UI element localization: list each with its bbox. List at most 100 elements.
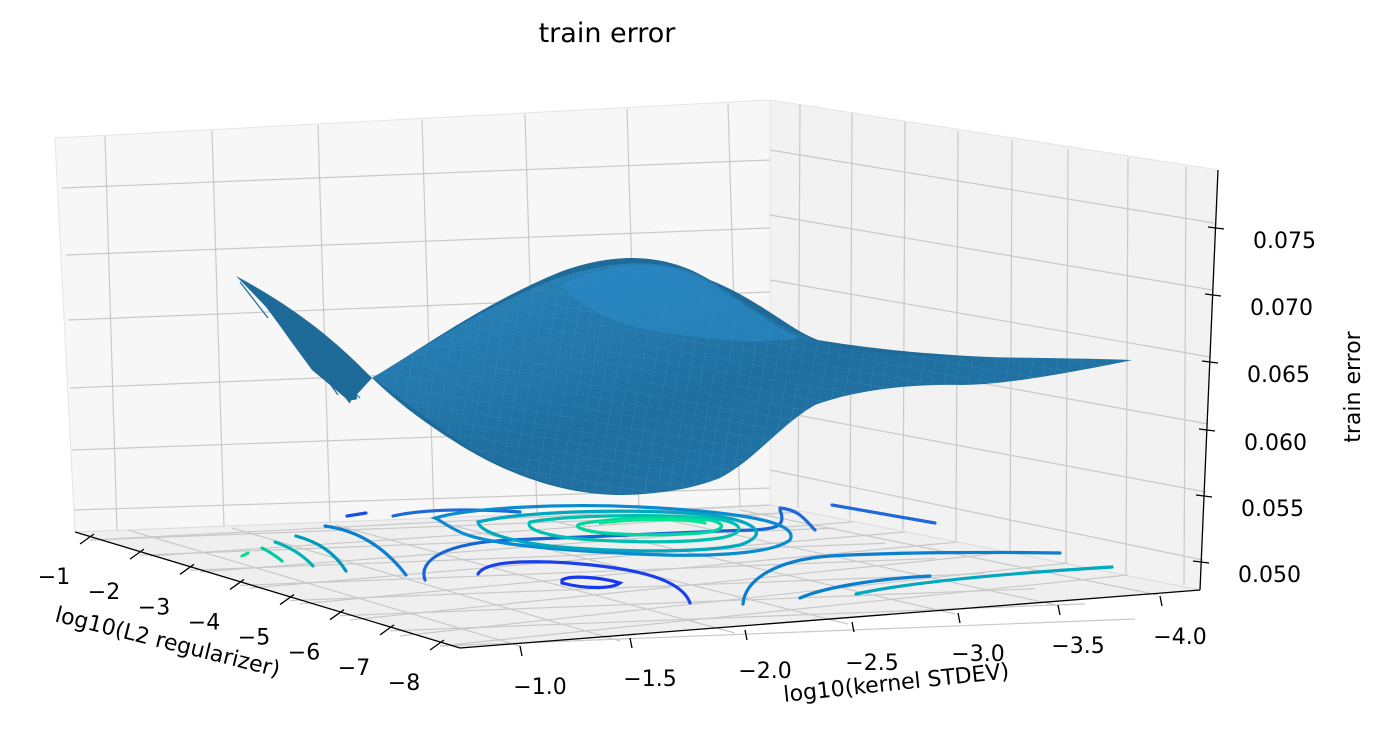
x-tick	[329, 609, 345, 621]
gridline	[769, 149, 1215, 224]
contour-line	[778, 506, 817, 532]
surface-highlight	[560, 265, 800, 342]
error-surface	[236, 258, 1132, 496]
surface-spikes	[239, 281, 361, 404]
gridline	[104, 135, 118, 531]
x-tick	[279, 594, 295, 606]
x-tick	[429, 639, 445, 651]
contour-line	[741, 550, 1062, 606]
gridline	[239, 557, 936, 587]
gridline	[421, 119, 435, 519]
gridline	[902, 121, 906, 531]
gridline	[211, 130, 225, 527]
gridline	[769, 279, 1211, 358]
gridline	[955, 130, 959, 542]
gridline	[65, 227, 771, 256]
surface-edge-left	[236, 276, 372, 402]
contour-line	[323, 524, 408, 577]
contour-line	[598, 518, 707, 525]
y-tick	[1159, 595, 1163, 607]
contour-line	[575, 516, 723, 537]
y-tick-label: −1.5	[623, 667, 676, 692]
z-tick-label: 0.075	[1253, 229, 1316, 254]
x-tick-label: −2	[88, 580, 120, 605]
z-tick	[1192, 560, 1210, 564]
contour-line	[422, 508, 784, 582]
x-tick-label: −7	[338, 656, 370, 681]
y-tick-label: −2.5	[845, 651, 898, 676]
gridline	[439, 574, 1129, 647]
z-tick-label: 0.065	[1247, 363, 1310, 388]
z-tick	[1195, 494, 1213, 498]
z-tick	[1207, 226, 1225, 230]
y-tick	[957, 612, 961, 624]
x-tick	[379, 624, 395, 636]
gridline	[769, 214, 1213, 291]
gridline	[1065, 148, 1069, 564]
contour-line	[240, 551, 250, 558]
gridline	[797, 103, 801, 509]
gridlines	[61, 103, 1215, 647]
gridline	[339, 588, 1036, 617]
y-axis-line	[459, 589, 1201, 649]
gridline	[334, 524, 736, 634]
z-tick	[1201, 360, 1219, 364]
gridline	[289, 572, 986, 602]
floor-contours	[240, 503, 1114, 606]
contour-line	[391, 508, 522, 518]
x-tick-label: −6	[288, 641, 320, 666]
contour-line	[273, 540, 315, 568]
x-axis-line	[74, 531, 461, 649]
contour-line	[560, 575, 624, 590]
contour-line	[476, 560, 692, 605]
gridline	[249, 531, 906, 589]
z-tick-label: 0.050	[1238, 563, 1301, 588]
z-axis-line	[1199, 169, 1219, 591]
y-tick	[1057, 604, 1061, 616]
y-tick-label: −1.0	[513, 675, 566, 700]
z-tick-label: 0.070	[1250, 296, 1313, 321]
gridline	[1125, 157, 1129, 575]
contour-line	[527, 514, 741, 544]
contour-line	[798, 574, 932, 600]
x-tick	[129, 548, 145, 560]
gridline	[769, 409, 1207, 493]
z-tick	[1198, 428, 1216, 432]
contour-line	[830, 503, 937, 525]
contour-line	[294, 534, 348, 573]
gridline	[439, 618, 1136, 647]
y-tick-label: −3.0	[951, 642, 1004, 667]
x-tick-label: −4	[188, 610, 220, 635]
y-tick-label: −4.0	[1153, 625, 1206, 650]
gridline	[1183, 166, 1187, 586]
chart-title: train error	[539, 18, 677, 49]
z-axis-label: train error	[1341, 330, 1366, 442]
y-tick	[851, 621, 855, 633]
contour-line	[476, 509, 758, 553]
y-tick	[629, 637, 633, 649]
gridline	[639, 513, 1057, 606]
x-tick	[229, 578, 245, 590]
x-tick-label: −5	[238, 626, 270, 651]
gridline	[1009, 139, 1013, 553]
y-tick-label: −3.5	[1051, 634, 1104, 659]
z-tick-label: 0.060	[1244, 431, 1307, 456]
gridline	[231, 527, 621, 642]
contour-line	[260, 546, 284, 563]
x-tick-label: −1	[38, 565, 70, 590]
gridline	[127, 529, 521, 647]
gridline	[299, 541, 959, 605]
gridline	[349, 551, 1013, 621]
z-tick-label: 0.055	[1241, 497, 1304, 522]
gridline	[61, 159, 771, 189]
contour-line	[345, 511, 368, 518]
y-tick	[519, 645, 523, 657]
x-tick-label: −3	[138, 595, 170, 620]
gridline	[849, 112, 853, 520]
contour-line	[430, 504, 793, 557]
x-tick-label: −8	[388, 671, 420, 696]
x-tick	[179, 563, 195, 575]
axes	[74, 169, 1225, 657]
